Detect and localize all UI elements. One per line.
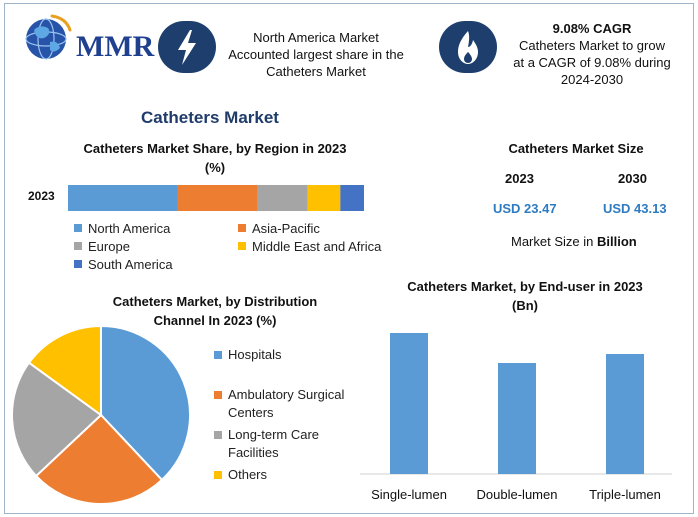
legend-label: Hospitals bbox=[228, 347, 282, 362]
lightning-badge bbox=[158, 21, 216, 73]
page-title: Catheters Market bbox=[141, 108, 279, 127]
region-title-line2: (%) bbox=[204, 160, 226, 175]
cagr-title: 9.08% CAGR bbox=[552, 21, 632, 36]
channel-title-line2: Channel In 2023 (%) bbox=[153, 313, 277, 328]
legend-swatch bbox=[74, 224, 82, 232]
market-size-value-2023: USD 23.47 bbox=[493, 201, 557, 216]
cagr-info: 9.08% CAGR Catheters Market to grow at a… bbox=[498, 20, 686, 88]
market-size-note-prefix: Market Size in bbox=[511, 234, 594, 249]
legend-label: Europe bbox=[88, 238, 130, 254]
legend-item-north-america: North America bbox=[74, 219, 170, 237]
legend-swatch bbox=[214, 471, 222, 479]
legend-item-middle-east-and-africa: Middle East and Africa bbox=[238, 237, 381, 255]
region-chart-title: Catheters Market Share, by Region in 202… bbox=[50, 139, 380, 177]
legend-label: Middle East and Africa bbox=[252, 238, 382, 254]
region-bar-category: 2023 bbox=[28, 189, 55, 203]
region-segment-south-america bbox=[340, 185, 364, 211]
pie-slice-hospitals bbox=[100, 324, 191, 482]
legend-swatch bbox=[238, 224, 246, 232]
enduser-bar-chart: Single-lumen Double-lumen Triple-lumen bbox=[360, 333, 672, 502]
pie-slice-ambulatory-surgical-centers bbox=[34, 413, 164, 505]
channel-chart-title: Catheters Market, by Distribution Channe… bbox=[60, 292, 370, 330]
legend-swatch bbox=[238, 242, 246, 250]
legend-label: Ambulatory Surgical Centers bbox=[228, 387, 345, 420]
region-segment-middle-east-and-africa bbox=[307, 185, 341, 211]
channel-title-line1: Catheters Market, by Distribution bbox=[112, 294, 318, 309]
enduser-title-line1: Catheters Market, by End-user in 2023 bbox=[407, 279, 643, 294]
globe-icon bbox=[25, 14, 72, 60]
legend-label: North America bbox=[88, 220, 171, 236]
channel-pie-chart bbox=[11, 324, 191, 505]
region-segment-asia-pacific bbox=[177, 185, 258, 211]
enduser-chart-title: Catheters Market, by End-user in 2023 (B… bbox=[380, 277, 670, 315]
flame-icon bbox=[458, 31, 478, 64]
lightning-icon bbox=[178, 30, 196, 65]
legend-swatch bbox=[74, 260, 82, 268]
channel-legend: Hospitals Ambulatory Surgical Centers Long-… bbox=[214, 346, 364, 486]
x-tick-label-double-lumen: Double-lumen bbox=[477, 487, 558, 502]
legend-item-hospitals: Hospitals bbox=[214, 346, 281, 364]
legend-swatch bbox=[74, 242, 82, 250]
market-size-year-2023: 2023 bbox=[505, 171, 534, 186]
region-stacked-bar bbox=[68, 185, 364, 211]
region-segment-north-america bbox=[68, 185, 178, 211]
logo: MMR bbox=[18, 10, 154, 68]
flame-badge bbox=[439, 21, 497, 73]
legend-item-others: Others bbox=[214, 466, 267, 484]
x-tick-label-single-lumen: Single-lumen bbox=[371, 487, 447, 502]
legend-swatch bbox=[214, 431, 222, 439]
legend-item-ambulatory-surgical-centers: Ambulatory Surgical Centers bbox=[214, 386, 344, 422]
legend-item-south-america: South America bbox=[74, 255, 173, 273]
x-tick-label-triple-lumen: Triple-lumen bbox=[589, 487, 661, 502]
pie-slice-long-term-care-facilities bbox=[11, 361, 103, 478]
market-size-note: Market Size in Billion bbox=[511, 234, 637, 249]
legend-label: Long-term Care Facilities bbox=[228, 427, 320, 460]
enduser-title-line2: (Bn) bbox=[512, 298, 538, 313]
legend-swatch bbox=[214, 351, 222, 359]
market-size-value-2030: USD 43.13 bbox=[603, 201, 667, 216]
north-america-info: North America Market Accounted largest s… bbox=[218, 29, 414, 80]
legend-label: South America bbox=[88, 256, 173, 272]
info2-line2: at a CAGR of 9.08% during bbox=[513, 55, 671, 70]
legend-swatch bbox=[214, 391, 222, 399]
region-title-line1: Catheters Market Share, by Region in 202… bbox=[83, 141, 347, 156]
info1-line1: North America Market bbox=[253, 30, 379, 45]
legend-item-asia-pacific: Asia-Pacific bbox=[238, 219, 320, 237]
pie-slice-others bbox=[27, 324, 102, 417]
legend-label: Others bbox=[228, 467, 268, 482]
market-size-year-2030: 2030 bbox=[618, 171, 647, 186]
legend-item-long-term-care-facilities: Long-term Care Facilities bbox=[214, 426, 319, 462]
bar-single-lumen bbox=[390, 333, 428, 474]
info1-line2: Accounted largest share in the bbox=[228, 47, 404, 62]
region-legend: North America Asia-Pacific Europe Middle Ea… bbox=[74, 219, 414, 279]
info2-line1: Catheters Market to grow bbox=[519, 38, 665, 53]
logo-text: MMR bbox=[76, 30, 155, 63]
info1-line3: Catheters Market bbox=[266, 64, 366, 79]
market-size-title: Catheters Market Size bbox=[508, 141, 644, 156]
bar-triple-lumen bbox=[606, 354, 644, 474]
infographic-frame bbox=[4, 3, 694, 514]
bar-double-lumen bbox=[498, 363, 536, 474]
region-segment-europe bbox=[257, 185, 308, 211]
info2-line3: 2024-2030 bbox=[560, 72, 624, 87]
market-size-note-unit: Billion bbox=[597, 234, 637, 249]
legend-label: Asia-Pacific bbox=[252, 220, 320, 236]
legend-item-europe: Europe bbox=[74, 237, 130, 255]
